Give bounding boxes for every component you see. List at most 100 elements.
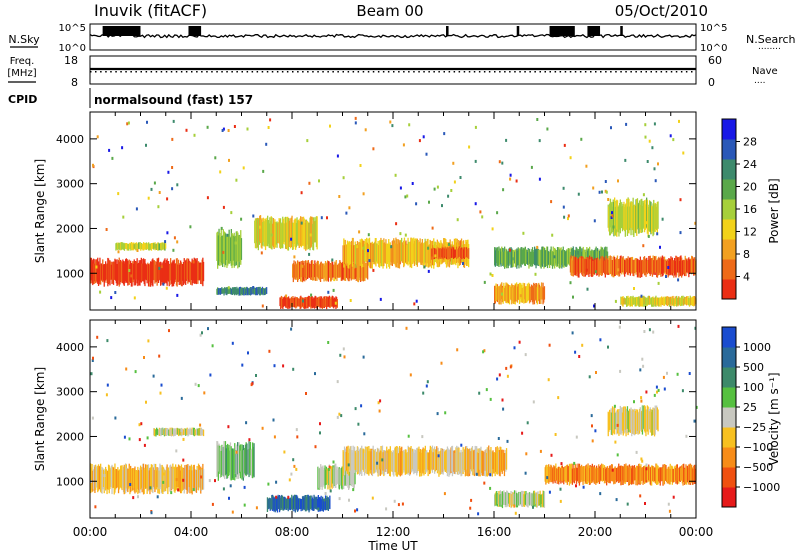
- data-cell: [628, 297, 631, 306]
- data-cell: [448, 246, 450, 259]
- data-cell: [371, 448, 373, 476]
- data-cell: [194, 429, 196, 436]
- data-cell: [260, 288, 262, 295]
- data-cell: [456, 445, 458, 472]
- data-cell: [679, 297, 681, 307]
- data-cell: [131, 243, 133, 251]
- data-cell: [350, 245, 352, 265]
- data-cell: [133, 259, 135, 286]
- data-cell: [160, 264, 162, 282]
- data-point: [562, 205, 565, 209]
- nave-dot: [367, 71, 370, 73]
- data-point: [390, 245, 393, 249]
- data-cell: [521, 490, 523, 507]
- data-cell: [366, 263, 368, 278]
- data-cell: [350, 469, 353, 487]
- nave-dot: [448, 71, 451, 73]
- data-cell: [598, 249, 600, 265]
- data-cell: [246, 443, 248, 475]
- data-point: [614, 229, 617, 233]
- data-cell: [170, 263, 173, 284]
- nave-dot: [322, 71, 324, 73]
- data-cell: [622, 204, 624, 230]
- data-cell: [280, 297, 282, 309]
- data-cell: [531, 284, 533, 301]
- data-cell: [247, 449, 249, 475]
- data-cell: [127, 263, 130, 282]
- data-point: [599, 338, 602, 342]
- data-point: [588, 375, 591, 379]
- data-cell: [676, 257, 678, 273]
- data-cell: [593, 259, 595, 275]
- data-point: [509, 365, 512, 369]
- data-cell: [262, 222, 264, 246]
- data-cell: [140, 243, 143, 250]
- data-cell: [641, 298, 643, 307]
- nave-dot: [362, 71, 365, 73]
- nave-dot: [105, 71, 107, 73]
- data-cell: [97, 261, 100, 286]
- data-cell: [300, 219, 303, 248]
- data-cell: [494, 494, 496, 507]
- data-cell: [464, 447, 466, 477]
- data-point: [379, 399, 382, 403]
- data-cell: [157, 242, 160, 251]
- data-cell: [315, 220, 317, 243]
- data-cell: [171, 262, 173, 287]
- data-cell: [339, 261, 342, 278]
- data-cell: [646, 466, 648, 483]
- data-cell: [95, 261, 97, 284]
- data-cell: [571, 248, 573, 268]
- nave-dot: [125, 71, 127, 73]
- data-cell: [504, 492, 506, 505]
- data-cell: [138, 260, 140, 286]
- data-cell: [124, 263, 126, 284]
- data-point: [441, 204, 443, 208]
- data-cell: [270, 498, 272, 510]
- data-cell: [490, 447, 492, 474]
- data-cell: [412, 243, 414, 264]
- data-cell: [417, 240, 419, 263]
- data-cell: [694, 297, 696, 305]
- data-point: [534, 272, 537, 276]
- data-cell: [494, 250, 496, 267]
- data-cell: [302, 495, 304, 510]
- data-cell: [314, 498, 317, 509]
- data-point: [669, 134, 672, 138]
- data-cell: [229, 236, 231, 264]
- data-cell: [651, 297, 653, 307]
- nave-dot: [110, 71, 112, 73]
- data-cell: [436, 246, 438, 259]
- data-cell: [519, 492, 521, 506]
- data-point: [648, 328, 651, 332]
- data-cell: [576, 468, 578, 482]
- colorbar-tick-label: −25: [743, 421, 766, 434]
- data-cell: [652, 296, 654, 305]
- data-cell: [139, 467, 141, 494]
- data-cell: [227, 236, 229, 266]
- data-cell: [595, 259, 597, 273]
- data-point: [324, 492, 327, 495]
- data-cell: [244, 447, 246, 474]
- data-cell: [391, 452, 394, 473]
- data-cell: [197, 428, 199, 436]
- data-cell: [420, 243, 422, 265]
- data-point: [200, 475, 203, 479]
- data-cell: [190, 464, 193, 493]
- data-point: [333, 278, 336, 282]
- data-cell: [516, 250, 519, 266]
- data-cell: [654, 296, 656, 307]
- data-cell: [297, 298, 299, 307]
- data-cell: [501, 246, 503, 264]
- data-point: [640, 396, 643, 400]
- data-cell: [542, 490, 544, 508]
- data-point: [356, 508, 359, 512]
- data-cell: [529, 251, 531, 267]
- data-cell: [184, 465, 186, 489]
- data-cell: [607, 411, 609, 437]
- data-point: [376, 461, 379, 465]
- data-cell: [287, 297, 289, 309]
- data-cell: [279, 497, 281, 511]
- data-cell: [356, 449, 358, 473]
- data-cell: [608, 466, 611, 483]
